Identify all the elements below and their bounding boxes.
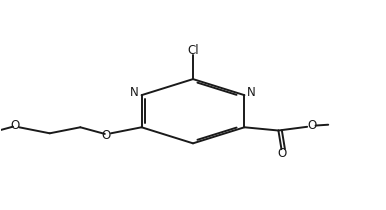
Text: N: N <box>130 86 139 99</box>
Text: O: O <box>102 129 111 142</box>
Text: O: O <box>10 119 19 132</box>
Text: O: O <box>278 147 287 160</box>
Text: Cl: Cl <box>187 44 199 57</box>
Text: O: O <box>307 119 317 132</box>
Text: N: N <box>247 86 256 99</box>
